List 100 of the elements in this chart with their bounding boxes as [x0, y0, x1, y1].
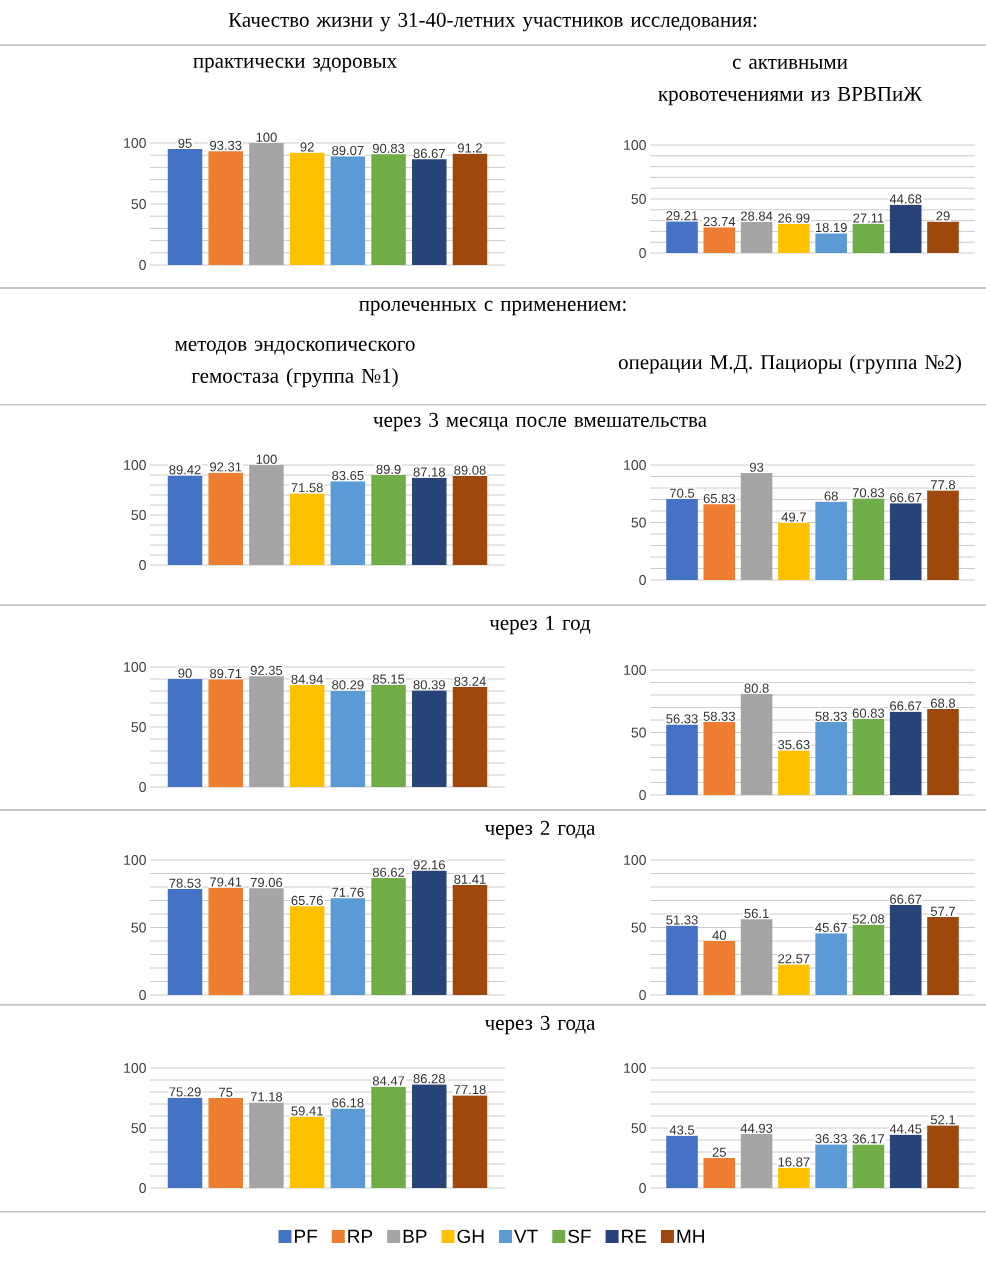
data-label: 68: [824, 491, 838, 501]
y-tick-label: 50: [631, 1123, 646, 1133]
data-label: 85.15: [372, 674, 405, 684]
y-tick-label: 50: [131, 722, 146, 732]
bar: [740, 473, 773, 581]
bar: [289, 493, 325, 566]
bar: [815, 501, 847, 581]
y-tick-label: 0: [639, 1183, 646, 1193]
data-label: 22.57: [778, 954, 810, 964]
text: пролеченных с применением:: [359, 300, 626, 316]
legend-label: PF: [295, 1229, 317, 1243]
bar: [330, 481, 366, 566]
data-label: 66.18: [332, 1098, 364, 1108]
bar: [666, 221, 698, 253]
data-label: 86.67: [413, 148, 445, 159]
y-tick-label: 100: [624, 855, 646, 865]
data-label: 29.21: [666, 211, 698, 221]
data-label: 79.41: [210, 877, 242, 887]
bar: [371, 154, 406, 266]
data-label: 70.5: [670, 488, 695, 498]
data-label: 89.08: [454, 465, 486, 475]
bar: [852, 718, 885, 796]
bar: [452, 475, 488, 566]
bar: [289, 906, 325, 996]
y-tick-label: 0: [139, 560, 146, 570]
bar: [289, 152, 325, 266]
data-label: 75.29: [169, 1087, 201, 1097]
y-tick-label: 0: [639, 790, 646, 800]
data-label: 92: [300, 142, 314, 152]
data-label: 59.41: [291, 1106, 323, 1116]
data-label: 71.58: [291, 483, 323, 493]
bar: [452, 153, 488, 266]
data-label: 87.18: [413, 467, 445, 477]
data-label: 92.35: [250, 665, 283, 675]
data-label: 49.7: [781, 512, 806, 522]
data-label: 80.8: [744, 683, 769, 693]
data-label: 75: [219, 1087, 233, 1097]
data-label: 90.83: [372, 143, 405, 153]
y-tick-label: 0: [139, 782, 146, 792]
y-tick-label: 50: [631, 517, 646, 528]
legend-label: SF: [568, 1229, 591, 1244]
bar: [740, 221, 773, 253]
text: через 2 года: [484, 820, 596, 840]
text: через 1 год: [489, 615, 591, 635]
bar: [889, 1134, 922, 1189]
y-tick-label: 100: [124, 662, 146, 672]
bar: [167, 475, 203, 566]
bar: [249, 676, 284, 788]
bar: [666, 498, 698, 581]
data-label: 84.94: [291, 674, 324, 684]
bar: [852, 924, 885, 996]
data-label: 43.5: [669, 1125, 695, 1135]
bar: [412, 159, 447, 266]
data-label: 84.47: [372, 1076, 405, 1086]
bar: [703, 504, 736, 581]
y-tick-label: 100: [124, 855, 146, 865]
bar: [927, 1125, 959, 1189]
data-label: 66.67: [890, 701, 922, 711]
bar: [740, 1134, 773, 1189]
y-tick-label: 0: [139, 990, 146, 1000]
legend-label: GH: [457, 1229, 484, 1244]
data-label: 26.99: [778, 213, 810, 223]
data-label: 58.33: [815, 711, 847, 721]
y-tick-label: 0: [639, 248, 646, 258]
bar: [740, 919, 773, 996]
data-label: 36.33: [815, 1134, 847, 1144]
text: через 3 года: [484, 1015, 596, 1035]
y-tick-label: 0: [139, 260, 146, 270]
data-label: 35.63: [778, 740, 810, 750]
bar: [208, 1098, 243, 1189]
data-label: 71.18: [250, 1092, 283, 1102]
data-label: 90: [178, 668, 192, 678]
data-label: 83.24: [454, 676, 486, 686]
data-label: 52.08: [852, 914, 885, 924]
y-tick-label: 100: [624, 460, 646, 470]
data-label: 95: [178, 138, 192, 148]
bar: [412, 870, 447, 996]
data-label: 89.07: [332, 145, 364, 156]
data-label: 56.1: [744, 908, 769, 919]
data-label: 77.8: [931, 480, 956, 490]
data-label: 91.2: [457, 143, 482, 153]
data-label: 51.33: [666, 915, 698, 925]
bar: [208, 887, 243, 996]
bar: [371, 878, 406, 996]
data-label: 80.29: [332, 680, 364, 690]
data-label: 57.7: [930, 906, 955, 916]
data-label: 89.42: [169, 465, 201, 475]
bar: [208, 472, 243, 566]
bar: [330, 156, 366, 266]
text: операции М.Д. Пациоры (группа №2): [618, 354, 961, 374]
y-tick-label: 50: [131, 199, 146, 209]
data-label: 60.83: [852, 708, 885, 718]
data-label: 44.68: [889, 194, 922, 204]
bar: [289, 1116, 325, 1189]
data-label: 36.17: [852, 1134, 885, 1144]
data-label: 44.93: [740, 1123, 773, 1133]
y-tick-label: 100: [624, 665, 646, 675]
legend-label: RP: [348, 1229, 373, 1243]
bar: [167, 679, 203, 788]
y-tick-label: 0: [639, 990, 646, 1000]
